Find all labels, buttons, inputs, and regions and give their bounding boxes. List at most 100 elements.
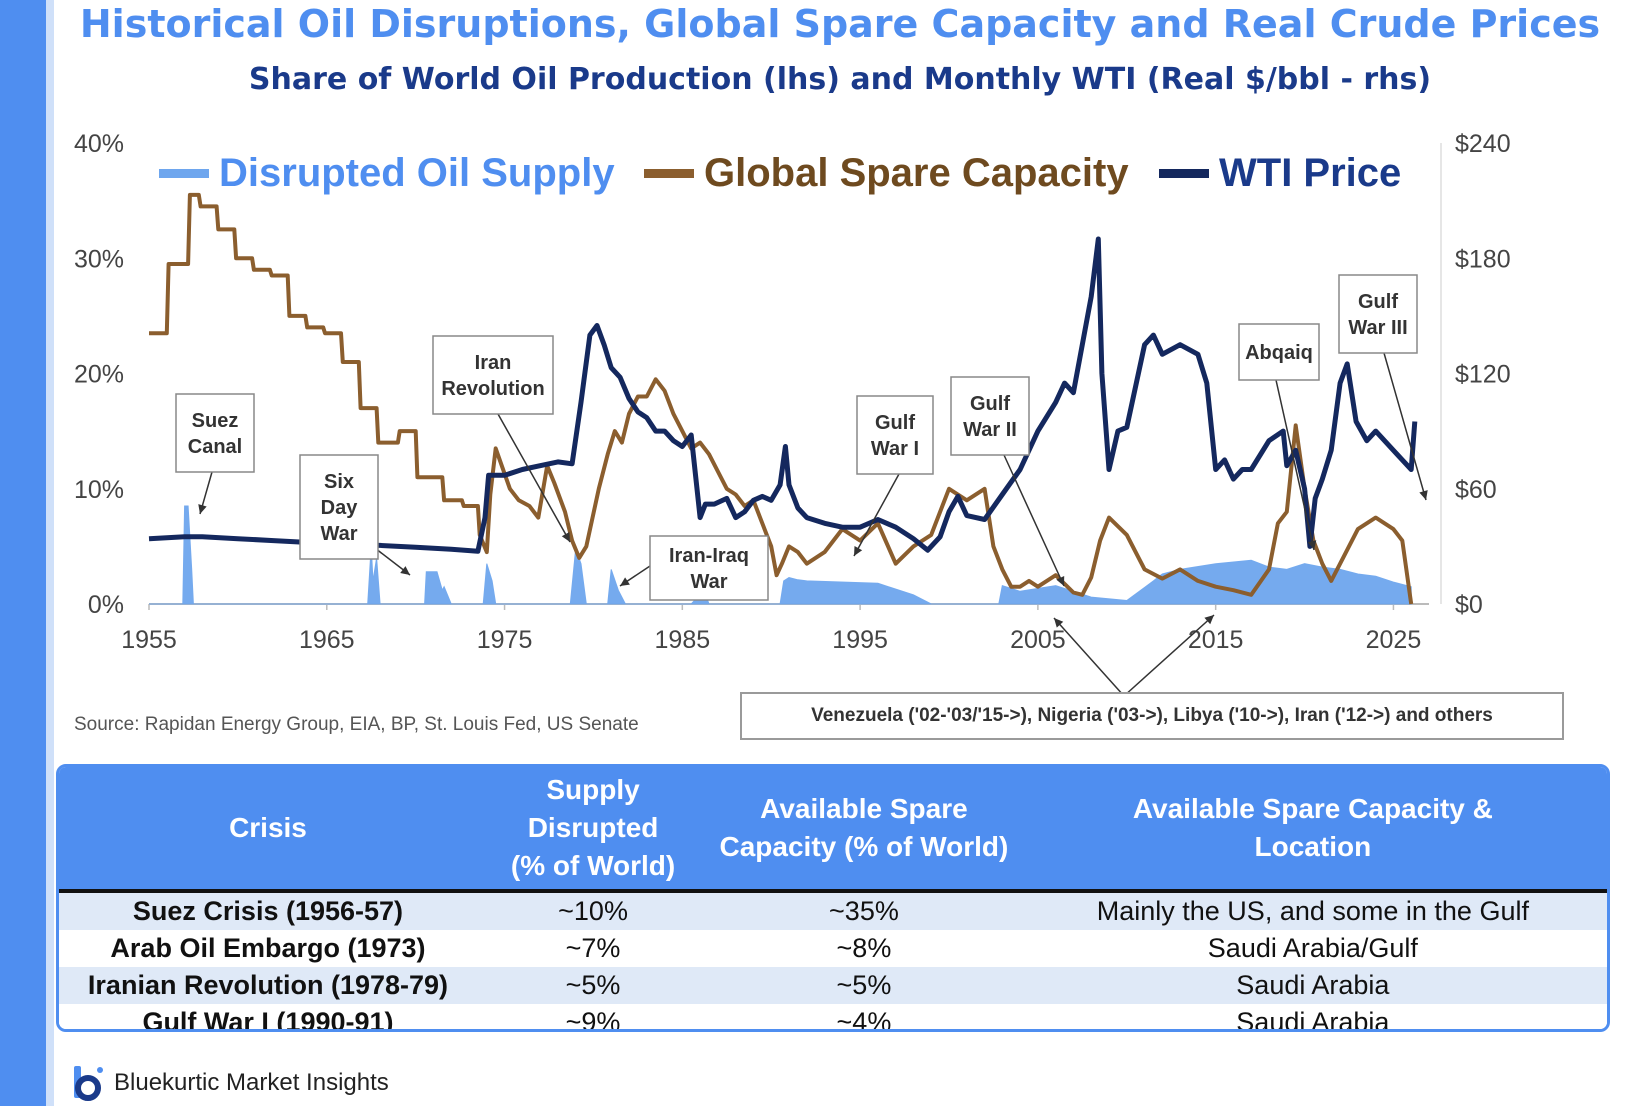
left-accent-bar-light xyxy=(46,0,54,1106)
annotation-box xyxy=(950,376,1030,456)
annotation-label: War xyxy=(690,571,727,593)
table-cell: ~5% xyxy=(476,967,710,1004)
annotation-label: Iran-Iraq xyxy=(669,545,749,567)
crisis-name-cell: Suez Crisis (1956-57) xyxy=(59,891,477,930)
x-tick-label: 1965 xyxy=(299,626,355,654)
annotation-label: War xyxy=(320,523,357,545)
callout-arrowhead xyxy=(1204,615,1214,625)
table-cell: ~5% xyxy=(709,967,1019,1004)
annotation-arrowhead xyxy=(1056,576,1065,586)
brand: Bluekurtic Market Insights xyxy=(70,1064,389,1102)
x-tick-label: 1975 xyxy=(477,626,533,654)
annotation-box xyxy=(432,335,554,415)
table-row: Gulf War I (1990-91) ~9% ~4% Saudi Arabia xyxy=(59,1004,1607,1029)
annotation-arrow xyxy=(1003,454,1065,587)
annotation-arrowhead xyxy=(400,566,410,575)
annotation-label: Iran xyxy=(475,352,512,374)
x-tick-label: 2005 xyxy=(1010,626,1066,654)
annotation-label: Suez xyxy=(192,410,239,432)
y-right-tick-label: $60 xyxy=(1455,476,1497,504)
crisis-name-cell: Iranian Revolution (1978-79) xyxy=(59,967,477,1004)
legend-label: Global Spare Capacity xyxy=(704,151,1129,195)
table-row: Iranian Revolution (1978-79) ~5% ~5% Saudi … xyxy=(59,967,1607,1004)
y-left-tick-label: 10% xyxy=(74,476,124,504)
annotation-label: Six xyxy=(324,471,354,493)
callout-arrow xyxy=(1053,617,1125,697)
annotation-box xyxy=(175,393,255,473)
crisis-table: Crisis Supply Disrupted (% of World) Availa… xyxy=(56,764,1610,1032)
annotation-label: Gulf xyxy=(875,412,915,434)
annotation-arrowhead xyxy=(1307,540,1317,550)
annotation-label: War II xyxy=(963,419,1017,441)
crisis-name-cell: Arab Oil Embargo (1973) xyxy=(59,930,477,967)
wti-price-line xyxy=(148,236,1418,554)
legend-swatch xyxy=(159,169,209,178)
annotation-label: Day xyxy=(321,497,359,519)
annotation-box xyxy=(1238,323,1320,381)
annotation-arrowhead xyxy=(198,504,207,514)
y-left-tick-label: 20% xyxy=(74,361,124,389)
brand-name: Bluekurtic Market Insights xyxy=(114,1069,389,1096)
spare-capacity-line xyxy=(149,192,1414,605)
table-cell: Mainly the US, and some in the Gulf xyxy=(1018,891,1607,930)
table-row: Arab Oil Embargo (1973) ~7% ~8% Saudi Arabi… xyxy=(59,930,1607,967)
table-header-cell: Available Spare Capacity (% of World) xyxy=(709,767,1019,893)
table-cell: Saudi Arabia/Gulf xyxy=(1018,930,1607,967)
annotation-arrowhead xyxy=(1419,490,1428,500)
legend-swatch xyxy=(644,169,694,178)
source-note: Source: Rapidan Energy Group, EIA, BP, S… xyxy=(74,714,639,735)
table-header-cell: Supply Disrupted (% of World) xyxy=(476,767,710,893)
table-cell: Saudi Arabia xyxy=(1018,967,1607,1004)
annotation-label: Gulf xyxy=(1358,291,1398,313)
table-header-row: Crisis Supply Disrupted (% of World) Availa… xyxy=(59,767,1607,893)
left-accent-bar xyxy=(0,0,46,1106)
annotation-label: Canal xyxy=(188,436,242,458)
annotation-arrow xyxy=(853,473,900,557)
annotation-box xyxy=(649,535,769,601)
table-cell: Saudi Arabia xyxy=(1018,1004,1607,1029)
y-left-tick-label: 30% xyxy=(74,245,124,273)
table-cell: ~7% xyxy=(476,930,710,967)
table-cell: ~4% xyxy=(709,1004,1019,1029)
table-cell: ~8% xyxy=(709,930,1019,967)
legend-swatch xyxy=(1159,169,1209,178)
legend-label: Disrupted Oil Supply xyxy=(219,151,615,195)
y-left-tick-label: 40% xyxy=(74,130,124,158)
annotation-label: War I xyxy=(871,438,919,460)
table-header-cell: Crisis xyxy=(59,767,477,893)
bluekurtic-b-logo-icon xyxy=(74,1066,103,1101)
annotation-box xyxy=(1338,274,1418,354)
y-left-tick-label: 0% xyxy=(88,591,124,619)
x-tick-label: 1995 xyxy=(832,626,888,654)
oil-chart: 1955 1965 1975 1985 1995 2005 2015 20250%10%20%… xyxy=(74,130,1511,697)
annotation-label: War III xyxy=(1348,317,1407,339)
annotation-arrowhead xyxy=(620,577,630,586)
y-right-tick-label: $120 xyxy=(1455,361,1511,389)
callout-arrowhead xyxy=(1054,618,1064,628)
x-tick-label: 1985 xyxy=(655,626,711,654)
annotation-arrowhead xyxy=(854,546,863,556)
table-body: Suez Crisis (1956-57) ~10% ~35% Mainly the … xyxy=(59,891,1607,1029)
x-tick-label: 2025 xyxy=(1366,626,1422,654)
table-cell: ~10% xyxy=(476,891,710,930)
page-subtitle: Share of World Oil Production (lhs) and … xyxy=(248,62,1432,97)
annotation-arrowhead xyxy=(561,532,570,542)
legend-label: WTI Price xyxy=(1219,151,1401,195)
bottom-callout: Venezuela ('02-'03/'15->), Nigeria ('03-… xyxy=(740,692,1564,740)
page-title: Historical Oil Disruptions, Global Spare… xyxy=(79,2,1601,46)
annotation-arrow xyxy=(1383,352,1427,501)
annotation-label: Revolution xyxy=(441,378,544,400)
annotation-box xyxy=(856,395,934,475)
y-right-tick-label: $240 xyxy=(1455,130,1511,158)
crisis-name-cell: Gulf War I (1990-91) xyxy=(59,1004,477,1029)
table-row: Suez Crisis (1956-57) ~10% ~35% Mainly the … xyxy=(59,891,1607,930)
annotation-arrow xyxy=(1275,379,1315,551)
table-header-cell: Available Spare Capacity & Location xyxy=(1018,767,1607,893)
y-right-tick-label: $0 xyxy=(1455,591,1483,619)
table-cell: ~9% xyxy=(476,1004,710,1029)
callout-arrow xyxy=(1123,614,1215,697)
annotation-label: Abqaiq xyxy=(1245,342,1313,364)
annotation-label: Gulf xyxy=(970,393,1010,415)
annotation-arrow xyxy=(497,413,571,543)
x-tick-label: 1955 xyxy=(121,626,177,654)
